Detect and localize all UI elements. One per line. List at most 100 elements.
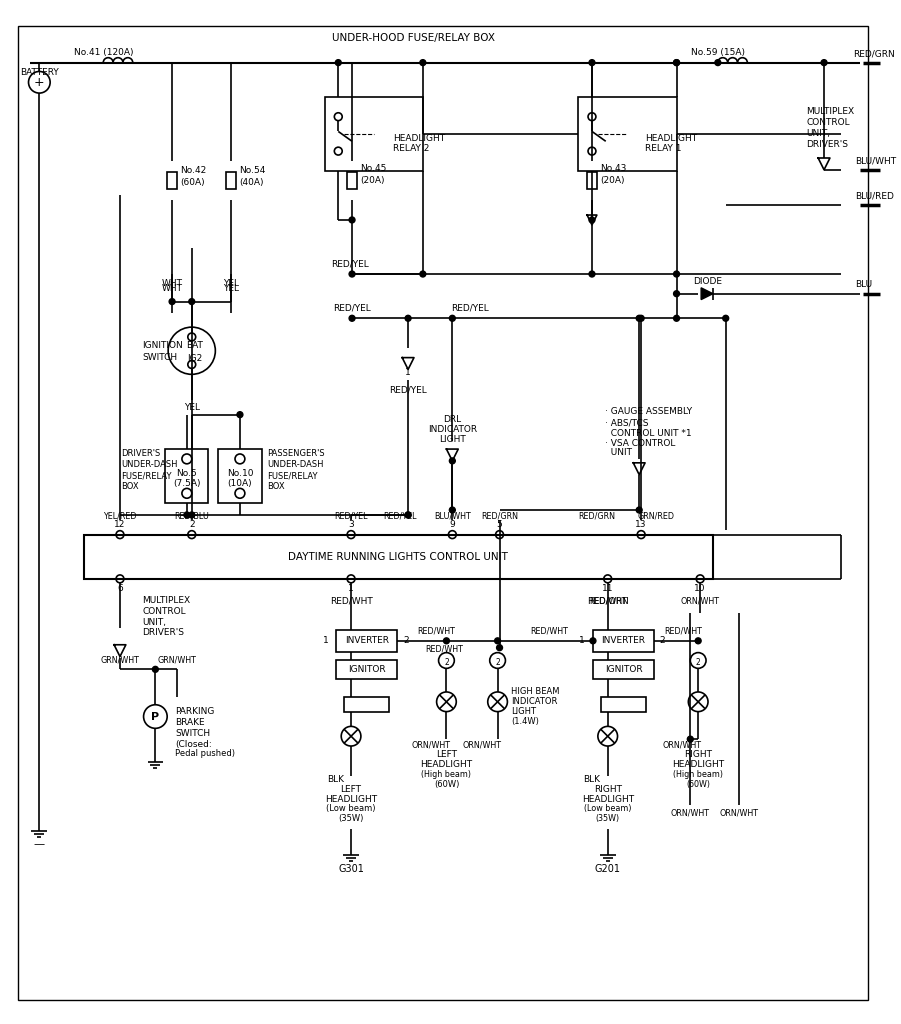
Text: HIGH BEAM: HIGH BEAM	[512, 687, 560, 696]
Text: RED/YEL: RED/YEL	[389, 386, 427, 394]
Text: BLU/RED: BLU/RED	[856, 191, 895, 201]
Text: 2: 2	[696, 658, 701, 667]
Text: GRN/WHT: GRN/WHT	[101, 655, 140, 664]
Bar	[336, 659, 397, 679]
Text: WHT: WHT	[161, 280, 183, 289]
Text: DIODE: DIODE	[694, 278, 723, 287]
Text: · GAUGE ASSEMBLY: · GAUGE ASSEMBLY	[605, 408, 692, 416]
Text: ORN/WHT: ORN/WHT	[720, 808, 759, 817]
Text: YEL: YEL	[223, 280, 239, 289]
Text: IG2: IG2	[187, 354, 203, 364]
Text: UNDER-HOOD FUSE/RELAY BOX: UNDER-HOOD FUSE/RELAY BOX	[332, 33, 495, 43]
Circle shape	[589, 271, 595, 276]
Text: 10: 10	[695, 585, 705, 593]
Text: 6: 6	[117, 585, 123, 593]
Circle shape	[189, 299, 195, 304]
Text: No.59 (15A): No.59 (15A)	[691, 48, 745, 57]
Text: (60A): (60A)	[180, 178, 205, 187]
Text: RED/WHT: RED/WHT	[665, 627, 703, 636]
Text: (60W): (60W)	[687, 780, 710, 788]
Text: RED/WHT: RED/WHT	[425, 644, 463, 653]
Circle shape	[420, 59, 426, 66]
Circle shape	[152, 667, 159, 673]
Circle shape	[638, 315, 644, 322]
Circle shape	[169, 299, 175, 304]
Text: DRL: DRL	[443, 415, 461, 424]
Bar	[324, 97, 423, 171]
Circle shape	[714, 59, 721, 66]
Text: 13: 13	[635, 520, 647, 529]
Circle shape	[349, 271, 355, 276]
Text: No.41 (120A): No.41 (120A)	[74, 48, 133, 57]
Text: G301: G301	[338, 864, 364, 873]
Bar	[593, 630, 654, 651]
Bar	[168, 172, 177, 189]
Text: BOX: BOX	[121, 482, 139, 490]
Text: BLK: BLK	[584, 775, 600, 784]
Bar	[578, 97, 677, 171]
Text: HEADLIGHT: HEADLIGHT	[582, 795, 633, 804]
Text: G201: G201	[595, 864, 621, 873]
Text: —: —	[33, 840, 45, 849]
Text: LIGHT: LIGHT	[439, 435, 466, 443]
Text: (1.4W): (1.4W)	[512, 717, 539, 726]
Circle shape	[335, 59, 341, 66]
Text: RED/GRN: RED/GRN	[481, 511, 518, 520]
Text: YEL: YEL	[184, 403, 200, 413]
Text: 2: 2	[403, 636, 409, 645]
Text: RED/WHT: RED/WHT	[588, 596, 627, 605]
Text: CONTROL UNIT *1: CONTROL UNIT *1	[605, 429, 691, 438]
Bar	[165, 450, 208, 503]
Text: YEL: YEL	[223, 285, 239, 293]
Text: HEADLIGHT: HEADLIGHT	[672, 760, 724, 769]
Text: No.54: No.54	[239, 166, 265, 175]
Bar	[218, 450, 261, 503]
Bar	[336, 630, 397, 651]
Text: RED/GRN: RED/GRN	[853, 49, 896, 58]
Text: IGNITION: IGNITION	[142, 341, 183, 350]
Text: SWITCH: SWITCH	[142, 353, 177, 362]
Text: HEADLIGHT: HEADLIGHT	[421, 760, 472, 769]
Text: BLK: BLK	[327, 775, 344, 784]
Circle shape	[636, 315, 642, 322]
Circle shape	[349, 315, 355, 322]
Text: · VSA CONTROL: · VSA CONTROL	[605, 438, 675, 447]
Text: ORN/WHT: ORN/WHT	[671, 808, 710, 817]
Text: (High beam): (High beam)	[422, 770, 471, 779]
Circle shape	[687, 736, 693, 742]
Text: 1: 1	[323, 636, 329, 645]
Text: 1: 1	[405, 368, 411, 377]
Text: SWITCH: SWITCH	[175, 729, 210, 737]
Text: CONTROL: CONTROL	[142, 607, 187, 615]
Text: UNDER-DASH: UNDER-DASH	[121, 461, 177, 469]
Circle shape	[674, 271, 679, 276]
Text: RED/YEL: RED/YEL	[333, 304, 371, 313]
Text: RELAY 1: RELAY 1	[645, 143, 681, 153]
Text: (20A): (20A)	[359, 176, 385, 185]
Text: (35W): (35W)	[339, 814, 364, 823]
Text: RED/WHT: RED/WHT	[530, 627, 568, 636]
Text: DRIVER'S: DRIVER'S	[806, 139, 849, 148]
Text: (60W): (60W)	[433, 780, 460, 788]
Text: BLU/WHT: BLU/WHT	[856, 157, 896, 166]
Circle shape	[696, 638, 701, 644]
Circle shape	[405, 512, 411, 518]
Text: (35W): (35W)	[596, 814, 620, 823]
Circle shape	[405, 315, 411, 322]
Bar	[593, 659, 654, 679]
Text: No.5: No.5	[177, 469, 197, 478]
Circle shape	[189, 512, 195, 518]
Text: No.42: No.42	[180, 166, 206, 175]
Text: RED/YEL: RED/YEL	[334, 511, 368, 520]
Text: YEL/RED: YEL/RED	[104, 511, 137, 520]
Text: RED/ORN: RED/ORN	[587, 596, 629, 605]
Text: WHT: WHT	[161, 285, 183, 293]
Text: RED/GRN: RED/GRN	[578, 511, 615, 520]
Text: 5: 5	[496, 520, 503, 529]
Text: No.45: No.45	[359, 164, 387, 173]
Text: P: P	[151, 712, 159, 722]
Text: Pedal pushed): Pedal pushed)	[175, 750, 235, 759]
Circle shape	[821, 59, 827, 66]
Text: RED/WHT: RED/WHT	[418, 627, 456, 636]
Circle shape	[674, 59, 679, 66]
